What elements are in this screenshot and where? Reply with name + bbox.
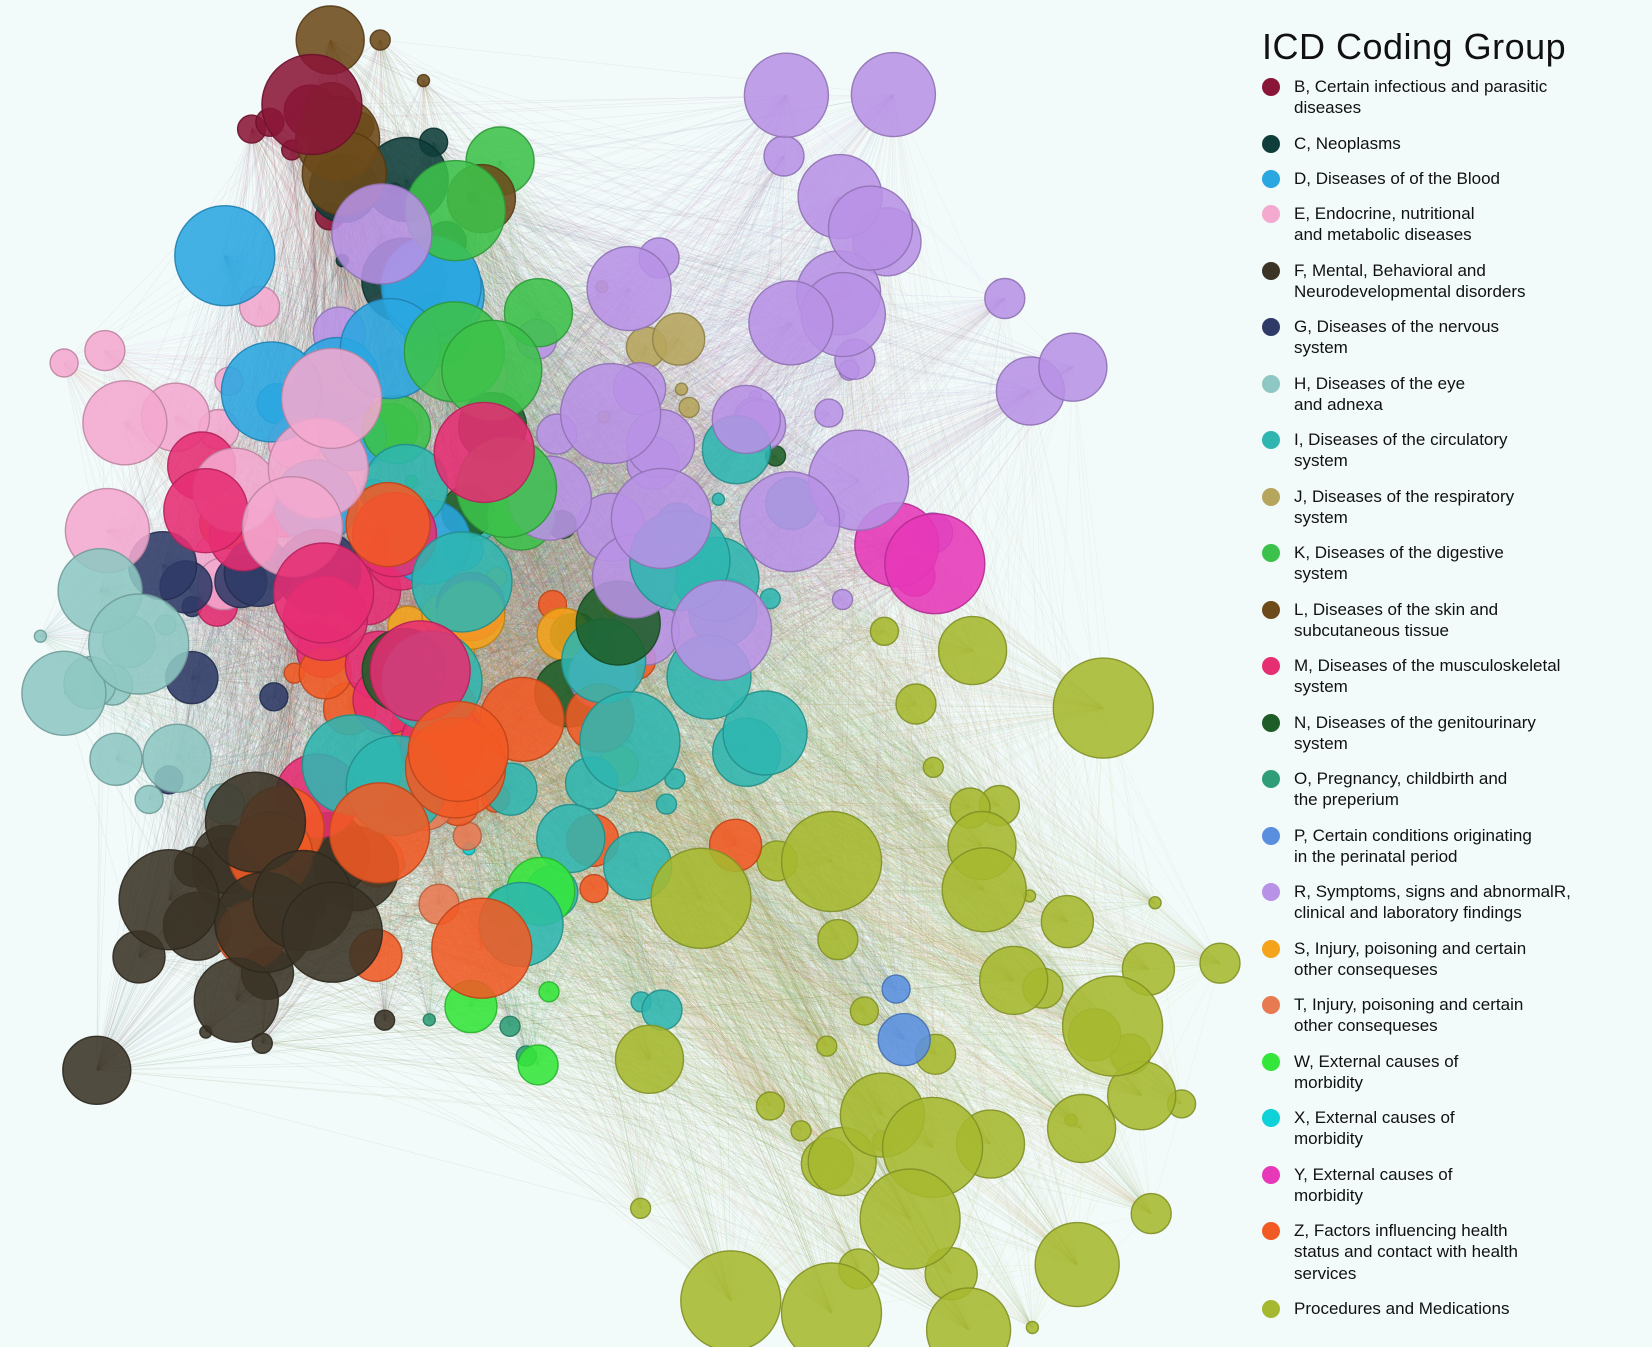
figure-root: { "canvas": { "width": 1652, "height": 1… bbox=[0, 0, 1652, 1347]
network-graph bbox=[0, 0, 1260, 1347]
